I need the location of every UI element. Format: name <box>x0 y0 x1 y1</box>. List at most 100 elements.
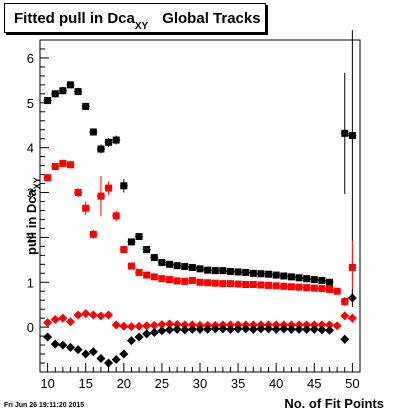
data-point <box>82 204 90 212</box>
data-point <box>111 354 121 364</box>
data-point <box>195 324 205 334</box>
data-point <box>219 280 227 288</box>
data-point <box>226 280 234 288</box>
data-point <box>302 324 312 334</box>
data-point <box>295 274 303 282</box>
data-point <box>203 324 213 334</box>
data-point <box>317 325 327 335</box>
data-point <box>149 320 159 330</box>
data-point <box>126 336 136 346</box>
data-point <box>173 277 181 285</box>
data-point <box>248 324 258 334</box>
data-point <box>150 254 158 262</box>
data-point <box>347 313 357 323</box>
data-point <box>81 349 91 359</box>
data-point <box>226 268 234 276</box>
data-point <box>265 270 273 278</box>
data-point <box>303 275 311 283</box>
data-point <box>180 325 190 335</box>
data-point <box>59 159 67 167</box>
data-point <box>119 321 129 331</box>
data-point <box>219 267 227 275</box>
data-point <box>59 87 67 95</box>
data-point <box>286 324 296 334</box>
data-point <box>211 279 219 287</box>
y-tick-label: 1 <box>27 275 34 290</box>
data-point <box>218 324 228 334</box>
data-point <box>242 268 250 276</box>
data-point <box>127 262 135 270</box>
data-point <box>196 265 204 273</box>
data-point <box>187 324 197 334</box>
data-point <box>204 266 212 274</box>
data-point <box>50 339 60 349</box>
data-point <box>280 282 288 290</box>
data-point <box>303 284 311 292</box>
data-point <box>43 332 53 342</box>
data-point <box>158 259 166 267</box>
data-point <box>348 263 356 271</box>
x-tick-label: 15 <box>78 376 92 391</box>
data-point <box>196 278 204 286</box>
data-point <box>165 325 175 335</box>
data-point <box>104 310 114 320</box>
y-tick-label: 3 <box>27 186 34 201</box>
data-point <box>105 184 113 192</box>
data-point <box>279 324 289 334</box>
x-tick-label: 20 <box>117 376 131 391</box>
data-point <box>287 273 295 281</box>
data-point <box>96 354 106 364</box>
y-axis-label-subscript: XY <box>32 177 42 190</box>
timestamp: Fri Jun 26 19:11:20 2015 <box>4 402 85 409</box>
data-point <box>97 145 105 153</box>
data-point <box>51 90 59 98</box>
data-point <box>143 246 151 254</box>
chart-title-subscript: XY <box>134 21 149 32</box>
x-tick-label: 30 <box>193 376 207 391</box>
data-point <box>65 342 75 352</box>
x-tick-label: 40 <box>269 376 283 391</box>
data-point <box>157 319 167 329</box>
data-point <box>120 246 128 254</box>
data-point <box>249 269 257 277</box>
data-point <box>126 322 136 332</box>
data-point <box>66 161 74 169</box>
data-point <box>172 324 182 334</box>
data-point <box>242 281 250 289</box>
data-point <box>149 328 159 338</box>
y-tick-label: 6 <box>27 51 34 66</box>
data-point <box>73 310 83 320</box>
data-point <box>181 263 189 271</box>
data-point <box>135 268 143 276</box>
data-point <box>234 280 242 288</box>
data-point <box>272 271 280 279</box>
data-point <box>173 262 181 270</box>
data-point <box>249 281 257 289</box>
data-point <box>181 277 189 285</box>
data-point <box>119 349 129 359</box>
data-point <box>225 324 235 334</box>
data-point <box>50 315 60 325</box>
data-point <box>58 340 68 350</box>
data-point <box>272 282 280 290</box>
data-point <box>81 309 91 319</box>
data-point <box>271 324 281 334</box>
chart-title: Fitted pull in DcaXY Global Tracks <box>4 3 266 33</box>
data-point <box>287 283 295 291</box>
data-point <box>318 276 326 284</box>
data-point <box>58 313 68 323</box>
data-point <box>204 279 212 287</box>
series-2 <box>43 159 357 307</box>
data-point <box>348 132 356 140</box>
data-point <box>120 182 128 190</box>
data-point <box>104 358 114 368</box>
data-point <box>166 276 174 284</box>
data-point <box>89 230 97 238</box>
data-point <box>180 320 190 330</box>
data-point <box>310 284 318 292</box>
data-point <box>142 321 152 331</box>
x-axis-label: No. of Fit Points <box>284 396 384 411</box>
data-point <box>105 138 113 146</box>
x-tick-label: 45 <box>307 376 321 391</box>
